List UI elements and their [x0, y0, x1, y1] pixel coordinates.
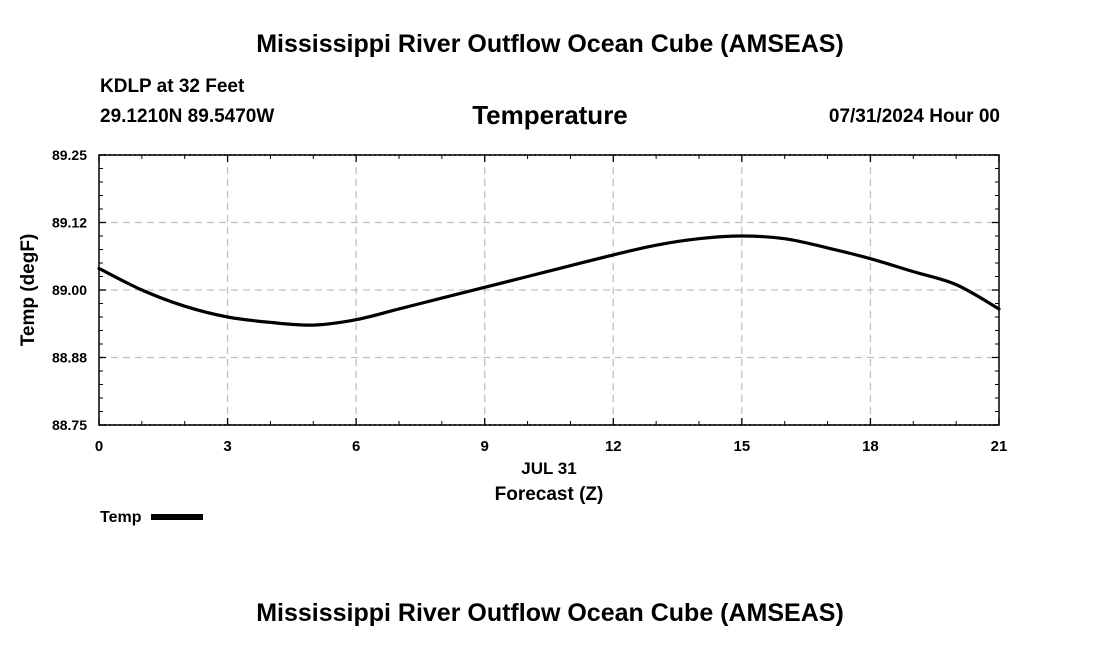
station-label: KDLP at 32 Feet: [100, 76, 245, 97]
legend-line-swatch: [151, 513, 204, 520]
forecast-datetime: 07/31/2024 Hour 00: [828, 106, 1000, 127]
x-tick-label: 21: [991, 438, 1008, 455]
y-tick-label: 89.00: [52, 282, 87, 298]
footer-title: Mississippi River Outflow Ocean Cube (AM…: [256, 599, 844, 627]
y-tick-label: 88.75: [52, 417, 87, 433]
x-tick-label: 12: [605, 438, 622, 455]
x-tick-label: 15: [734, 438, 751, 455]
coordinates-label: 29.1210N 89.5470W: [100, 106, 275, 127]
y-tick-labels: 88.75 88.88 89.00 89.12 89.25: [52, 147, 87, 433]
legend: Temp: [100, 509, 204, 527]
x-axis-title: Forecast (Z): [495, 484, 604, 505]
main-title: Mississippi River Outflow Ocean Cube (AM…: [256, 30, 844, 58]
y-tick-label: 89.12: [52, 215, 87, 231]
y-tick-label: 88.88: [52, 350, 87, 366]
legend-label: Temp: [100, 509, 142, 526]
variable-title: Temperature: [472, 100, 628, 130]
x-tick-label: 18: [862, 438, 879, 455]
x-tick-label: 6: [352, 438, 360, 455]
y-axis-title: Temp (degF): [18, 234, 39, 347]
plot-frame: [98, 154, 1000, 426]
grid: [99, 154, 999, 426]
x-tick-labels: 0 3 6 9 12 15 18 21: [95, 438, 1008, 455]
x-tick-label: 3: [223, 438, 231, 455]
y-tick-label: 89.25: [52, 147, 87, 163]
x-tick-label: 0: [95, 438, 103, 455]
temp-series-line: [97, 234, 1001, 327]
x-date-label: JUL 31: [521, 459, 576, 478]
x-tick-label: 9: [481, 438, 489, 455]
